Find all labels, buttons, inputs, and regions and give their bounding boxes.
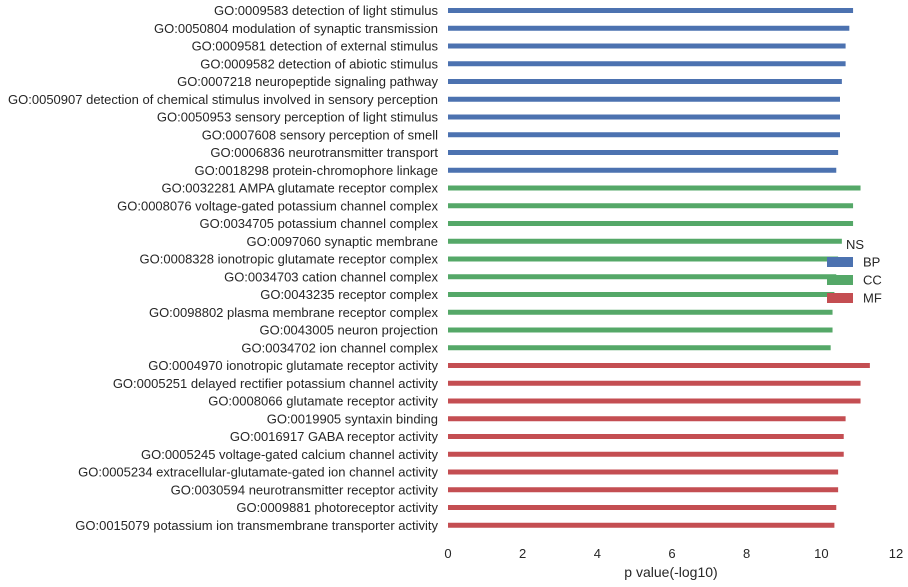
category-label: GO:0009881 photoreceptor activity xyxy=(236,500,438,515)
bar-mf xyxy=(448,416,846,422)
category-label: GO:0032281 AMPA glutamate receptor compl… xyxy=(161,181,438,196)
bar-mf xyxy=(448,363,870,368)
x-tick-label: 6 xyxy=(668,546,675,561)
legend-swatch-cc xyxy=(827,275,853,285)
bar-bp xyxy=(448,61,846,67)
bar-bp xyxy=(448,79,842,84)
legend: NS BP CC MF xyxy=(827,237,882,306)
bar-mf xyxy=(448,398,861,404)
x-axis-ticks: 0 2 4 6 8 10 12 xyxy=(444,546,903,561)
bars-layer xyxy=(448,8,870,528)
bar-mf xyxy=(448,505,837,510)
bar-cc xyxy=(448,327,833,333)
bar-bp xyxy=(448,132,840,138)
category-label: GO:0007218 neuropeptide signaling pathwa… xyxy=(177,74,438,89)
x-tick-label: 12 xyxy=(889,546,903,561)
category-label: GO:0030594 neurotransmitter receptor act… xyxy=(171,482,439,497)
category-label: GO:0034703 cation channel complex xyxy=(224,269,438,284)
legend-title: NS xyxy=(846,237,864,252)
bar-cc xyxy=(448,238,842,244)
bar-bp xyxy=(448,96,840,102)
bar-mf xyxy=(448,469,839,475)
x-tick-label: 2 xyxy=(519,546,526,561)
bar-mf xyxy=(448,522,835,528)
category-label: GO:0034702 ion channel complex xyxy=(241,340,438,355)
category-label: GO:0097060 synaptic membrane xyxy=(247,234,439,249)
bar-cc xyxy=(448,309,833,315)
category-label: GO:0050804 modulation of synaptic transm… xyxy=(154,21,438,36)
category-label: GO:0019905 syntaxin binding xyxy=(267,411,438,426)
category-label: GO:0008328 ionotropic glutamate receptor… xyxy=(140,252,439,267)
x-tick-label: 8 xyxy=(743,546,750,561)
category-label: GO:0006836 neurotransmitter transport xyxy=(210,145,438,160)
category-label: GO:0015079 potassium ion transmembrane t… xyxy=(75,518,438,533)
legend-label-mf: MF xyxy=(863,291,882,306)
category-label: GO:0009583 detection of light stimulus xyxy=(214,3,439,18)
bar-bp xyxy=(448,25,850,31)
category-label: GO:0050907 detection of chemical stimulu… xyxy=(8,92,438,107)
bar-cc xyxy=(448,221,854,226)
legend-label-cc: CC xyxy=(863,273,882,288)
legend-entries: BP CC MF xyxy=(827,255,882,306)
bar-bp xyxy=(448,43,846,49)
bar-mf xyxy=(448,451,844,457)
bar-mf xyxy=(448,380,861,386)
x-tick-label: 10 xyxy=(814,546,828,561)
bar-cc xyxy=(448,203,854,209)
category-label: GO:0005245 voltage-gated calcium channel… xyxy=(141,447,439,462)
x-tick-label: 4 xyxy=(594,546,601,561)
x-tick-label: 0 xyxy=(444,546,451,561)
category-label: GO:0050953 sensory perception of light s… xyxy=(157,110,439,125)
category-labels: GO:0009583 detection of light stimulus GO… xyxy=(8,3,438,533)
category-label: GO:0043005 neuron projection xyxy=(259,323,438,338)
category-label: GO:0005234 extracellular-glutamate-gated… xyxy=(78,465,438,480)
x-axis-label: p value(-log10) xyxy=(624,564,717,580)
bar-cc xyxy=(448,292,835,297)
category-label: GO:0004970 ionotropic glutamate receptor… xyxy=(148,358,438,373)
category-label: GO:0098802 plasma membrane receptor comp… xyxy=(149,305,439,320)
legend-swatch-mf xyxy=(827,293,853,303)
category-label: GO:0034705 potassium channel complex xyxy=(200,216,439,231)
bar-mf xyxy=(448,487,839,493)
bar-cc xyxy=(448,345,831,351)
bar-cc xyxy=(448,185,861,191)
legend-label-bp: BP xyxy=(863,255,880,270)
category-label: GO:0007608 sensory perception of smell xyxy=(202,127,438,142)
category-label: GO:0008066 glutamate receptor activity xyxy=(208,394,438,409)
bar-mf xyxy=(448,434,844,439)
bar-bp xyxy=(448,114,840,120)
category-label: GO:0009582 detection of abiotic stimulus xyxy=(200,56,438,71)
category-label: GO:0008076 voltage-gated potassium chann… xyxy=(117,198,438,213)
bar-bp xyxy=(448,167,837,173)
bar-bp xyxy=(448,8,854,13)
category-label: GO:0009581 detection of external stimulu… xyxy=(192,39,439,54)
category-label: GO:0016917 GABA receptor activity xyxy=(230,429,439,444)
bar-bp xyxy=(448,150,839,155)
category-label: GO:0018298 protein-chromophore linkage xyxy=(194,163,438,178)
bar-cc xyxy=(448,274,837,280)
category-label: GO:0005251 delayed rectifier potassium c… xyxy=(113,376,439,391)
bar-cc xyxy=(448,256,839,262)
category-label: GO:0043235 receptor complex xyxy=(260,287,438,302)
legend-swatch-bp xyxy=(827,257,853,267)
